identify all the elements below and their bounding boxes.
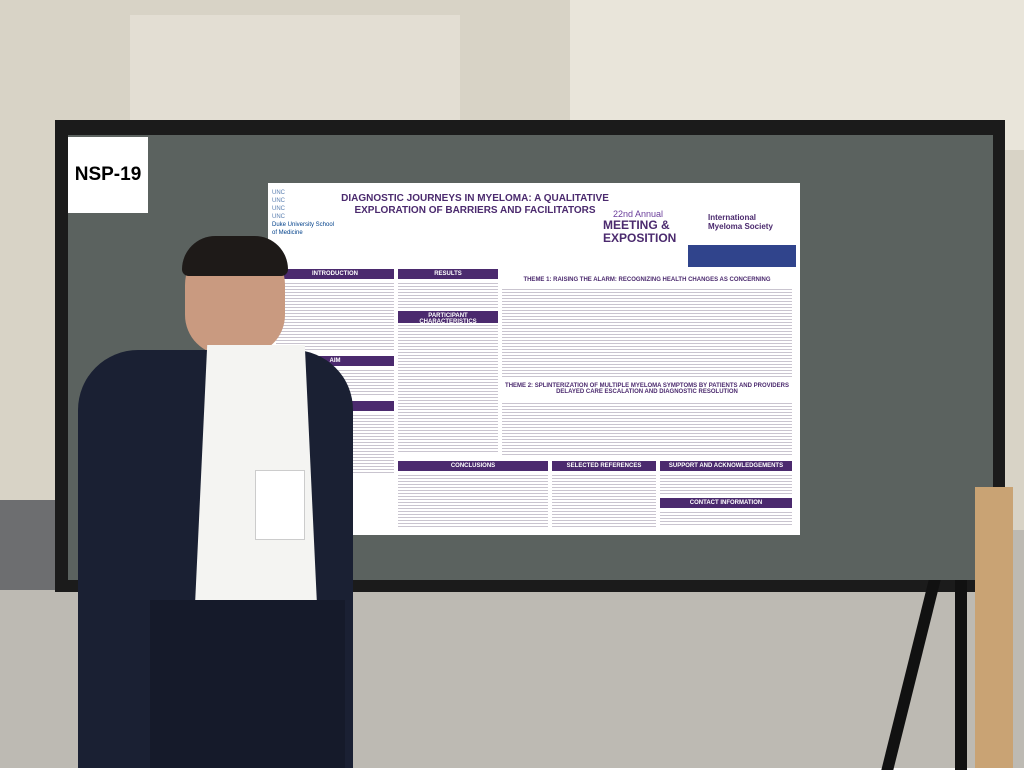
sign: NSP-19 — [68, 137, 148, 213]
section-header: AIM — [276, 356, 394, 366]
meeting-name: MEETING & EXPOSITION — [603, 218, 677, 245]
text-block — [502, 401, 792, 457]
text-block — [276, 281, 394, 351]
section-header: RESULTS — [398, 269, 498, 279]
logo: Duke University School of Medicine — [272, 222, 335, 236]
section-header: SELECTED REFERENCES — [552, 461, 656, 471]
skyline — [688, 245, 796, 267]
text-block — [502, 287, 792, 377]
section-header: CONTACT INFORMATION — [660, 498, 792, 508]
stand-leg — [955, 580, 967, 770]
section-header: CONCLUSIONS — [398, 461, 548, 471]
logo: UNC — [272, 214, 285, 220]
text-block — [660, 510, 792, 527]
meeting-edition: 22nd Annual — [613, 209, 664, 219]
badge — [255, 470, 305, 540]
table — [398, 323, 498, 453]
text-block — [398, 473, 548, 527]
text-block — [398, 281, 498, 309]
logo: UNC — [272, 206, 285, 212]
person-trousers — [150, 600, 345, 768]
logo: UNC — [272, 198, 285, 204]
logo: UNC — [272, 190, 285, 196]
theme-header: THEME 2: SPLINTERIZATION OF MULTIPLE MYE… — [502, 381, 792, 397]
tube — [975, 487, 1013, 768]
person-hair — [182, 236, 288, 276]
text-block — [552, 473, 656, 527]
section-header: INTRODUCTION — [276, 269, 394, 279]
section-header: SUPPORT AND ACKNOWLEDGEMENTS — [660, 461, 792, 471]
logos: UNC UNC UNC UNC Duke University School o… — [272, 189, 340, 237]
poster-title: DIAGNOSTIC JOURNEYS IN MYELOMA: A QUALIT… — [341, 193, 609, 216]
theme-header: THEME 1: RAISING THE ALARM: RECOGNIZING … — [502, 275, 792, 285]
society: International Myeloma Society — [708, 213, 773, 231]
text-block — [660, 473, 792, 495]
wall-block — [130, 15, 460, 135]
